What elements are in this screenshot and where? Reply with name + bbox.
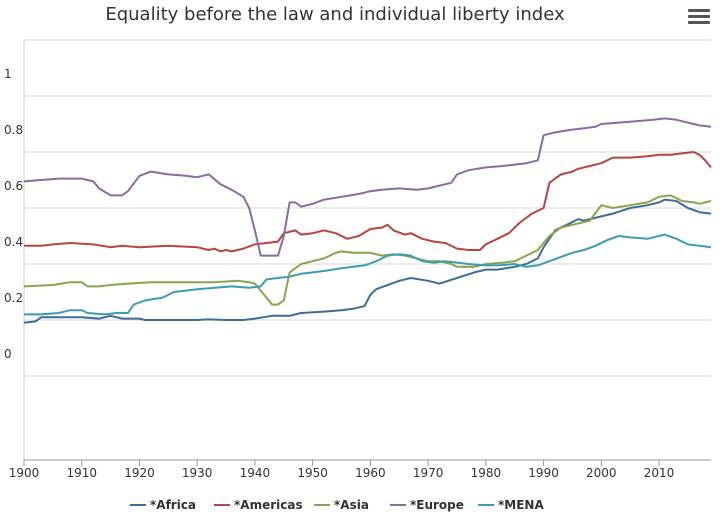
x-tick-label: 2010 <box>644 466 675 480</box>
x-tick-label: 1990 <box>528 466 559 480</box>
legend-item-africa[interactable]: *Africa <box>130 498 196 512</box>
legend-item-americas[interactable]: *Americas <box>214 498 303 512</box>
x-tick-label: 1950 <box>297 466 328 480</box>
legend-item-europe[interactable]: *Europe <box>390 498 464 512</box>
series-line-mena[interactable] <box>24 233 712 316</box>
y-tick-label: 0.8 <box>4 123 23 137</box>
x-tick-label: 2000 <box>586 466 617 480</box>
x-tick-label: 1980 <box>471 466 502 480</box>
y-tick-label: 0.2 <box>4 291 23 305</box>
legend-label: *MENA <box>498 498 544 512</box>
y-tick-label: 0.4 <box>4 235 23 249</box>
x-tick-label: 1910 <box>66 466 97 480</box>
y-tick-label: 0.6 <box>4 179 23 193</box>
x-tick-label: 1940 <box>240 466 271 480</box>
legend-label: *Africa <box>150 498 196 512</box>
y-tick-label: 0 <box>4 347 12 361</box>
x-tick-label: 1920 <box>124 466 155 480</box>
menu-line-icon <box>688 21 710 24</box>
series-line-americas[interactable] <box>24 151 712 253</box>
chart-menu-button[interactable] <box>688 9 710 27</box>
axes: 0 0.2 0.4 0.6 0.8 1 1900 1910 1920 1930 1940 1950 19… <box>4 40 711 480</box>
grid-lines <box>24 39 711 377</box>
chart-title: Equality before the law and individual l… <box>105 4 565 25</box>
legend-label: *Europe <box>410 498 464 512</box>
legend-item-asia[interactable]: *Asia <box>314 498 369 512</box>
series-line-asia[interactable] <box>23 194 712 306</box>
legend-item-mena[interactable]: *MENA <box>478 498 544 512</box>
legend-label: *Asia <box>334 498 369 512</box>
series-lines <box>23 117 712 324</box>
x-tick-label: 1900 <box>9 466 40 480</box>
legend[interactable]: *Africa *Americas *Asia *Europe *MENA <box>130 498 544 512</box>
x-tick-label: 1970 <box>413 466 444 480</box>
menu-line-icon <box>688 9 710 12</box>
menu-line-icon <box>688 15 710 18</box>
x-tick-label: 1960 <box>355 466 386 480</box>
x-tick-label: 1930 <box>182 466 213 480</box>
series-line-africa[interactable] <box>23 198 712 324</box>
y-tick-label: 1 <box>4 67 12 81</box>
legend-label: *Americas <box>234 498 303 512</box>
series-line-europe[interactable] <box>23 117 712 257</box>
